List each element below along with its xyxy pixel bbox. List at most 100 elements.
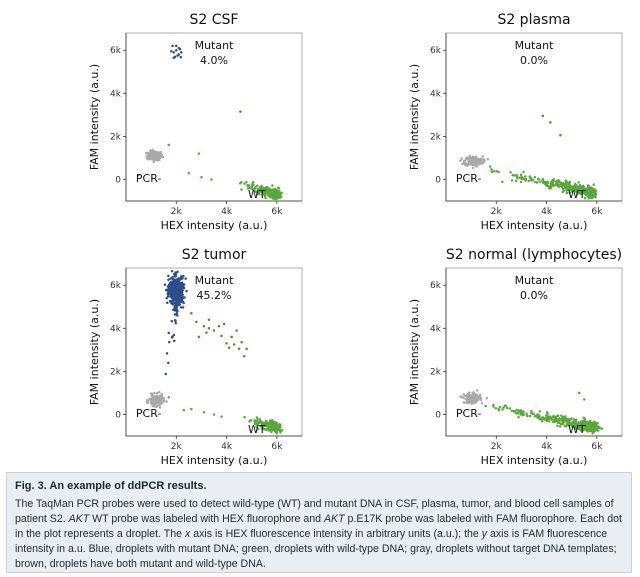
mutant-label: Mutant: [515, 39, 554, 52]
droplet-point: [249, 418, 253, 422]
chart-title: S2 tumor: [182, 247, 247, 263]
droplet-point: [545, 184, 549, 188]
droplet-point: [581, 189, 585, 192]
droplet-point: [159, 151, 162, 154]
droplet-point: [185, 289, 188, 293]
plot-area: [125, 267, 303, 437]
droplet-point: [178, 289, 182, 293]
x-tick-label: 6k: [591, 207, 603, 217]
droplet-point: [267, 190, 271, 194]
droplet-point: [263, 194, 267, 198]
droplet-point: [583, 427, 586, 431]
droplet-point: [540, 419, 544, 423]
y-tick-label: 6k: [430, 46, 442, 56]
droplet-point: [514, 411, 518, 415]
droplet-point: [230, 335, 233, 339]
droplet-point: [493, 169, 496, 173]
pcr-negative-label: PCR-: [456, 407, 482, 420]
droplet-point: [212, 329, 216, 332]
droplet-point: [248, 186, 252, 190]
droplet-point: [591, 432, 594, 435]
droplet-point: [469, 156, 473, 160]
droplet-point: [537, 178, 540, 181]
droplet-point: [160, 394, 163, 398]
droplet-point: [594, 195, 597, 199]
droplet-point: [571, 425, 574, 429]
droplet-point: [258, 193, 261, 196]
x-tick-label: 4k: [541, 207, 553, 217]
droplet-point: [239, 110, 242, 113]
x-tick-label: 4k: [221, 442, 233, 452]
droplet-point: [533, 176, 537, 179]
droplet-point: [182, 408, 186, 412]
droplet-point: [243, 415, 246, 419]
droplet-point: [153, 157, 156, 160]
droplet-point: [176, 293, 179, 297]
droplet-point: [462, 401, 466, 404]
droplet-point: [570, 422, 573, 426]
x-tick-label: 6k: [271, 442, 283, 452]
droplet-point: [511, 173, 514, 177]
droplet-point: [162, 396, 166, 400]
droplet-point: [245, 347, 248, 351]
droplet-point: [547, 420, 551, 423]
droplet-point: [160, 155, 164, 158]
droplet-point: [175, 302, 178, 305]
droplet-point: [240, 341, 243, 344]
droplet-point: [262, 187, 266, 191]
droplet-point: [467, 157, 470, 161]
droplet-point: [171, 302, 175, 305]
droplet-point: [170, 276, 174, 279]
droplet-point: [167, 331, 171, 335]
droplet-point: [264, 423, 267, 426]
droplet-point: [170, 284, 174, 288]
y-axis-label: FAM intensity (a.u.): [88, 64, 101, 170]
droplet-point: [562, 420, 565, 424]
droplet-point: [170, 269, 174, 273]
droplet-point: [555, 180, 558, 183]
droplet-point: [541, 177, 545, 181]
x-tick-label: 4k: [221, 207, 233, 217]
droplet-point: [484, 404, 487, 408]
droplet-point: [578, 391, 581, 395]
droplet-point: [574, 427, 577, 430]
droplet-point: [150, 153, 153, 157]
droplet-point: [271, 427, 274, 431]
droplet-point: [564, 179, 568, 182]
droplet-point: [474, 164, 477, 167]
wt-label: WT: [248, 188, 266, 201]
droplet-point: [542, 179, 545, 183]
droplet-point: [552, 178, 555, 181]
droplet-point: [545, 411, 549, 414]
droplet-point: [202, 411, 206, 414]
y-tick-label: 2k: [430, 367, 442, 377]
droplet-point: [546, 181, 550, 184]
droplet-point: [152, 160, 155, 164]
droplet-point: [579, 421, 583, 425]
droplet-point: [516, 412, 520, 415]
droplet-point: [524, 177, 528, 181]
droplet-point: [573, 185, 577, 189]
droplet-point: [592, 183, 595, 186]
droplet-point: [478, 396, 481, 399]
droplet-point: [265, 190, 269, 193]
droplet-point: [471, 166, 475, 170]
droplet-point: [590, 426, 594, 429]
droplet-point: [565, 191, 569, 195]
droplet-point: [541, 114, 545, 118]
droplet-point: [245, 180, 248, 184]
droplet-point: [172, 339, 176, 343]
droplet-point: [586, 423, 590, 426]
droplet-point: [153, 391, 156, 395]
droplet-point: [586, 184, 590, 187]
droplet-point: [173, 278, 176, 281]
droplet-point: [159, 402, 163, 406]
droplet-point: [486, 158, 490, 161]
droplet-point: [257, 189, 261, 193]
y-tick-label: 4k: [110, 89, 122, 99]
droplet-point: [187, 171, 191, 175]
y-tick-label: 4k: [430, 89, 442, 99]
droplet-point: [262, 423, 265, 426]
droplet-point: [157, 395, 161, 398]
